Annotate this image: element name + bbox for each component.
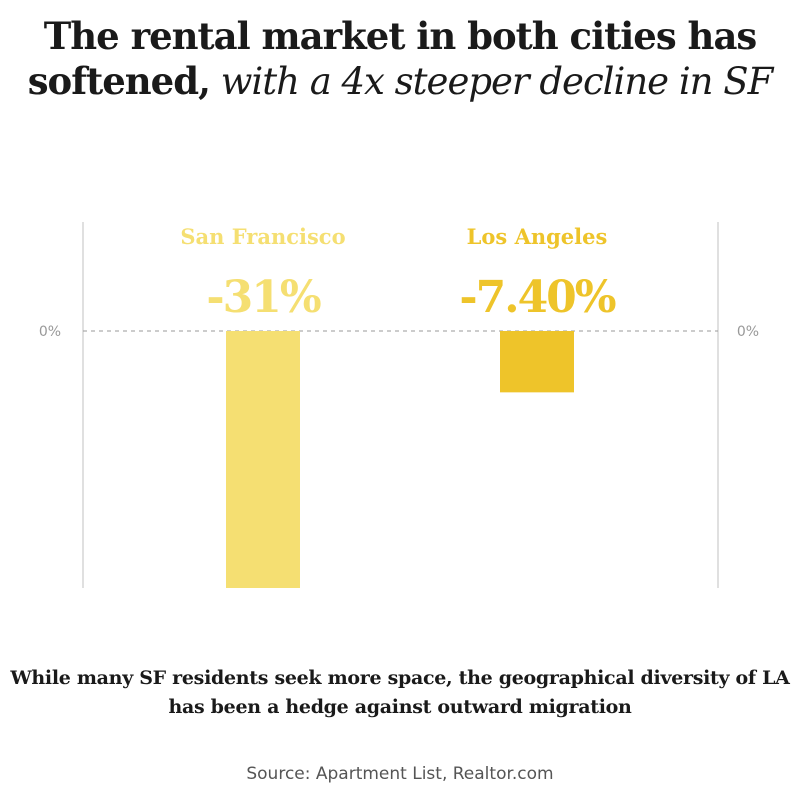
title-italic: with a 4x steeper decline in SF bbox=[220, 60, 774, 103]
category-label: Los Angeles bbox=[467, 224, 608, 249]
y-tick-right: 0% bbox=[737, 324, 759, 340]
y-tick-left: 0% bbox=[39, 324, 61, 340]
bar bbox=[226, 331, 300, 588]
chart-subtitle: While many SF residents seek more space,… bbox=[10, 667, 790, 718]
title-bold: The rental market in both cities has sof… bbox=[27, 14, 758, 103]
category-label: San Francisco bbox=[180, 224, 345, 249]
data-label: -7.40% bbox=[459, 272, 615, 323]
bar bbox=[500, 331, 574, 393]
chart-title: The rental market in both cities has sof… bbox=[0, 14, 800, 104]
source-note: Source: Apartment List, Realtor.com bbox=[246, 764, 554, 784]
data-label: -31% bbox=[206, 272, 320, 323]
